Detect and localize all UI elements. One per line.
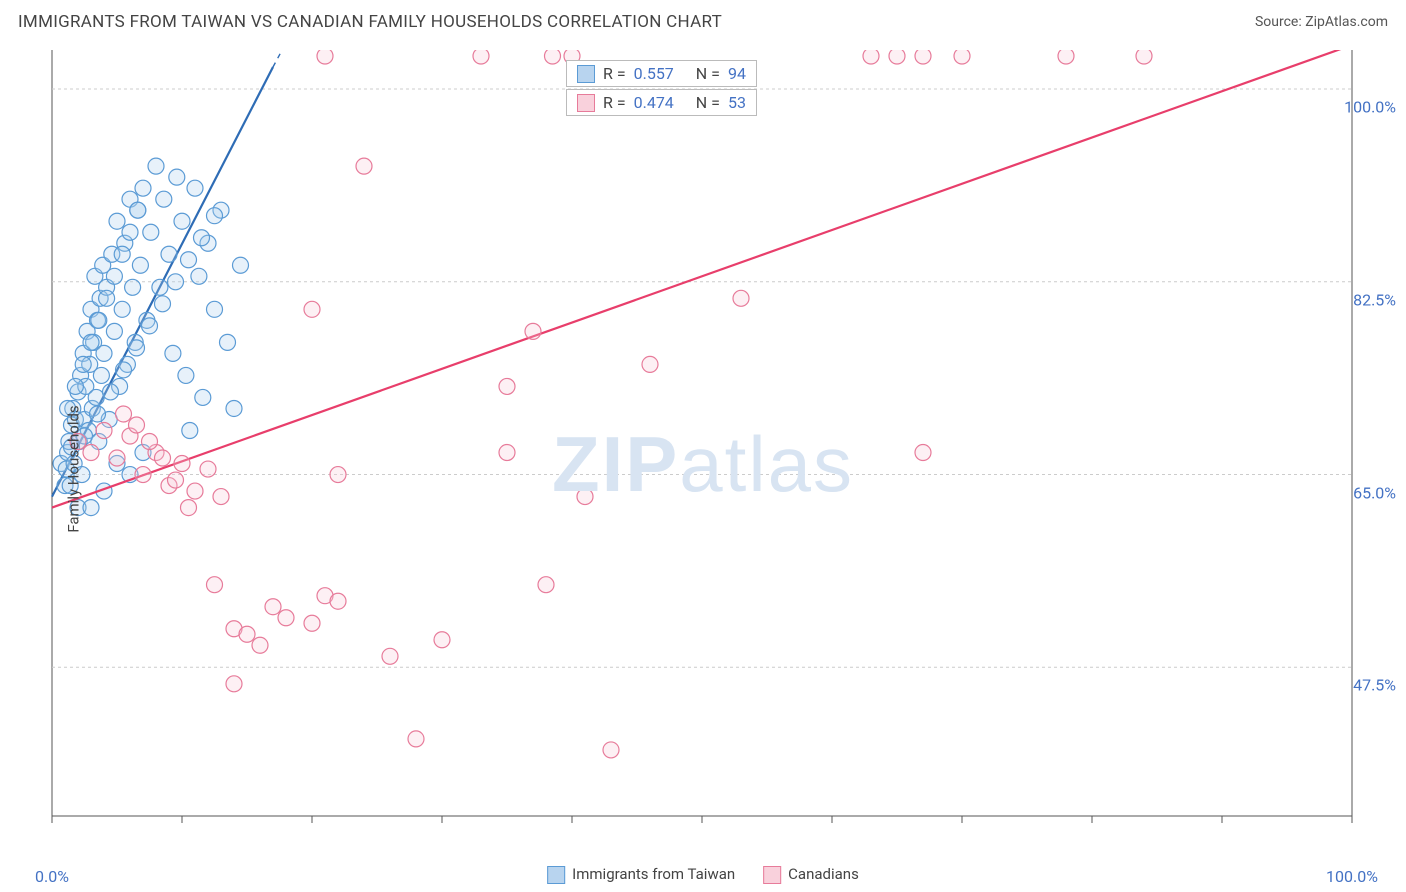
legend-swatch <box>763 866 781 884</box>
n-label: N = <box>696 93 720 112</box>
n-value: 94 <box>728 64 746 83</box>
y-axis-label: Family Households <box>65 405 83 532</box>
legend-item: Immigrants from Taiwan <box>547 865 735 884</box>
legend-label: Canadians <box>788 865 859 883</box>
x-tick-label: 100.0% <box>1326 867 1378 886</box>
series-legend: Immigrants from Taiwan Canadians <box>547 865 859 884</box>
r-value: 0.474 <box>634 93 674 112</box>
legend-swatch <box>577 65 595 83</box>
y-tick-label: 82.5% <box>1353 290 1396 309</box>
correlation-legend-row: R = 0.474 N = 53 <box>566 89 757 116</box>
correlation-legend-row: R = 0.557 N = 94 <box>566 60 757 87</box>
r-label: R = <box>603 64 626 83</box>
y-tick-label: 47.5% <box>1353 676 1396 695</box>
legend-swatch <box>577 94 595 112</box>
n-label: N = <box>696 64 720 83</box>
legend-swatch <box>547 866 565 884</box>
chart-title: IMMIGRANTS FROM TAIWAN VS CANADIAN FAMIL… <box>18 12 722 32</box>
n-value: 53 <box>728 93 746 112</box>
r-value: 0.557 <box>634 64 674 83</box>
x-tick-label: 0.0% <box>35 867 69 886</box>
legend-label: Immigrants from Taiwan <box>572 865 735 883</box>
correlation-legend: R = 0.557 N = 94 R = 0.474 N = 53 <box>566 60 757 116</box>
scatter-chart <box>0 46 1406 866</box>
legend-item: Canadians <box>763 865 859 884</box>
source-attribution: Source: ZipAtlas.com <box>1255 14 1388 30</box>
y-tick-label: 65.0% <box>1353 483 1396 502</box>
y-tick-label: 100.0% <box>1344 98 1396 117</box>
chart-container: Family Households ZIPatlas 47.5%65.0%82.… <box>0 46 1406 892</box>
r-label: R = <box>603 93 626 112</box>
